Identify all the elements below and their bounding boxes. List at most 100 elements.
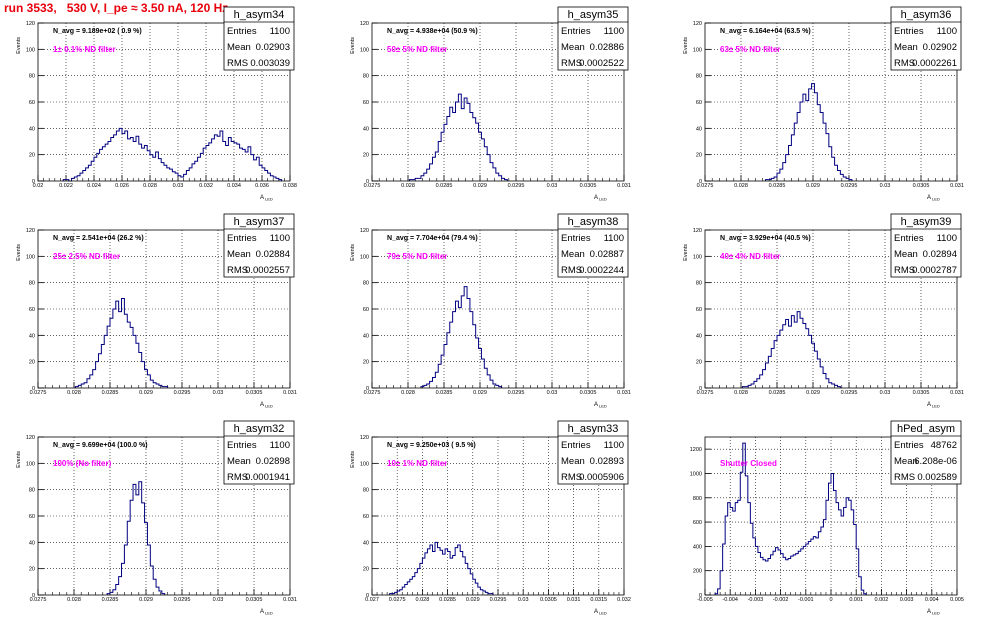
y-tick-label: 20 bbox=[696, 360, 702, 366]
stats-value: 0.0002787 bbox=[912, 265, 957, 276]
y-tick-label: 0 bbox=[366, 386, 369, 392]
y-tick-label: 80 bbox=[363, 74, 369, 80]
plot-frame bbox=[37, 229, 291, 389]
stats-key: Entries bbox=[561, 440, 591, 451]
x-tick-label: 0.028 bbox=[416, 597, 430, 603]
y-tick-label: 80 bbox=[29, 488, 35, 494]
x-tick-label: 0.029 bbox=[466, 597, 480, 603]
stats-key: Entries bbox=[561, 26, 591, 37]
y-tick-label: 40 bbox=[363, 333, 369, 339]
x-tick-label: 0.029 bbox=[806, 390, 820, 396]
stats-value: 0.0005906 bbox=[579, 472, 624, 483]
x-tick-label: 0.0275 bbox=[697, 183, 714, 189]
x-tick-label: 0.032 bbox=[199, 183, 213, 189]
stats-value: 0.0002244 bbox=[579, 265, 624, 276]
histogram-panel-h_asym32: 0 20 40 60 80 100 120 0.0275 0.028 0.0285 0.029 0.0… bbox=[16, 420, 297, 616]
navg-label: N_avg = 4.938e+04 (50.9 %) bbox=[387, 28, 478, 35]
y-tick-label: 40 bbox=[696, 126, 702, 132]
x-tick-label: 0.031 bbox=[567, 597, 581, 603]
y-tick-label: 100 bbox=[360, 461, 369, 467]
x-axis-label: ALED bbox=[260, 609, 273, 616]
x-tick-label: 0.032 bbox=[617, 597, 631, 603]
y-axis-label: Events bbox=[350, 244, 356, 261]
y-tick-label: 20 bbox=[363, 567, 369, 573]
stats-key: Mean bbox=[894, 42, 918, 53]
stats-value: 1100 bbox=[270, 233, 290, 244]
x-tick-label: 0.031 bbox=[617, 390, 631, 396]
x-tick-label: 0.0275 bbox=[697, 390, 714, 396]
y-tick-label: 100 bbox=[26, 461, 35, 467]
x-tick-label: 0.029 bbox=[473, 390, 487, 396]
x-tick-label: 0.038 bbox=[283, 183, 297, 189]
filter-label: 10± 1% ND filter bbox=[387, 459, 447, 468]
y-tick-label: 20 bbox=[29, 360, 35, 366]
stats-key: RMS bbox=[561, 58, 582, 69]
y-tick-label: 80 bbox=[696, 281, 702, 287]
y-tick-label: 0 bbox=[366, 179, 369, 185]
stats-key: Mean bbox=[894, 456, 918, 467]
x-tick-label: -0.002 bbox=[773, 597, 789, 603]
x-tick-label: 0.03 bbox=[213, 597, 224, 603]
stats-box bbox=[223, 6, 295, 71]
stats-key: Mean bbox=[561, 456, 585, 467]
y-tick-label: 120 bbox=[360, 21, 369, 27]
y-tick-label: 60 bbox=[29, 100, 35, 106]
x-tick-label: 0.0285 bbox=[439, 597, 456, 603]
x-tick-label: 0.03 bbox=[173, 183, 184, 189]
x-tick-label: 0.0295 bbox=[841, 183, 858, 189]
stats-title: h_asym33 bbox=[568, 423, 619, 435]
filter-label: Shutter Closed bbox=[720, 459, 777, 468]
plot-frame bbox=[704, 229, 958, 389]
y-tick-label: 0 bbox=[699, 593, 702, 599]
x-tick-label: 0.028 bbox=[734, 390, 748, 396]
y-tick-label: 60 bbox=[29, 307, 35, 313]
x-tick-label: -0.003 bbox=[748, 597, 764, 603]
stats-key: Mean bbox=[894, 249, 918, 260]
stats-value: 1100 bbox=[604, 233, 624, 244]
x-tick-label: 0.03 bbox=[547, 390, 558, 396]
x-axis-label-subscript: LED bbox=[599, 611, 607, 616]
y-tick-label: 40 bbox=[696, 333, 702, 339]
x-tick-label: 0.031 bbox=[283, 597, 297, 603]
stats-key: RMS bbox=[894, 265, 915, 276]
y-axis-label: Events bbox=[16, 244, 22, 261]
y-tick-label: 20 bbox=[363, 360, 369, 366]
plot-frame bbox=[37, 436, 291, 596]
y-tick-label: 0 bbox=[366, 593, 369, 599]
plot-frame bbox=[704, 436, 958, 596]
y-axis-label: Events bbox=[683, 244, 689, 261]
histogram-panel-h_asym33: 0 20 40 60 80 100 120 0.027 0.0275 0.028 0.0285 0.0… bbox=[350, 420, 631, 616]
stats-value: 0.02887 bbox=[590, 249, 624, 260]
x-tick-label: 0.029 bbox=[473, 183, 487, 189]
y-axis-label: Events bbox=[350, 451, 356, 468]
y-tick-label: 120 bbox=[693, 21, 702, 27]
y-tick-label: 120 bbox=[360, 228, 369, 234]
stats-box bbox=[557, 213, 629, 278]
stats-key: Entries bbox=[894, 440, 924, 451]
x-tick-label: -0.005 bbox=[697, 597, 713, 603]
stats-value: 0.0001941 bbox=[245, 472, 290, 483]
y-tick-label: 60 bbox=[363, 514, 369, 520]
stats-key: Mean bbox=[227, 249, 251, 260]
stats-box bbox=[890, 213, 962, 278]
stats-value: 1100 bbox=[604, 26, 624, 37]
x-tick-label: 0.0295 bbox=[508, 390, 525, 396]
filter-label: 1± 0.1% ND filter bbox=[53, 45, 116, 54]
x-tick-label: 0.0285 bbox=[102, 390, 119, 396]
x-tick-label: 0.028 bbox=[734, 183, 748, 189]
stats-title: h_asym39 bbox=[901, 216, 952, 228]
x-tick-label: 0.0275 bbox=[30, 390, 47, 396]
stats-title: h_asym35 bbox=[568, 9, 619, 21]
x-tick-label: 0.0305 bbox=[246, 390, 263, 396]
x-axis-label-subscript: LED bbox=[932, 197, 940, 202]
histogram-line bbox=[62, 127, 283, 182]
stats-key: Mean bbox=[227, 42, 251, 53]
stats-title: h_asym32 bbox=[234, 423, 285, 435]
stats-key: RMS bbox=[561, 472, 582, 483]
x-axis-label-subscript: LED bbox=[265, 611, 273, 616]
x-tick-label: 0.031 bbox=[950, 390, 964, 396]
histogram-line bbox=[420, 286, 503, 388]
plot-frame bbox=[37, 22, 291, 182]
x-tick-label: 0.0285 bbox=[769, 390, 786, 396]
x-tick-label: 0.0285 bbox=[769, 183, 786, 189]
